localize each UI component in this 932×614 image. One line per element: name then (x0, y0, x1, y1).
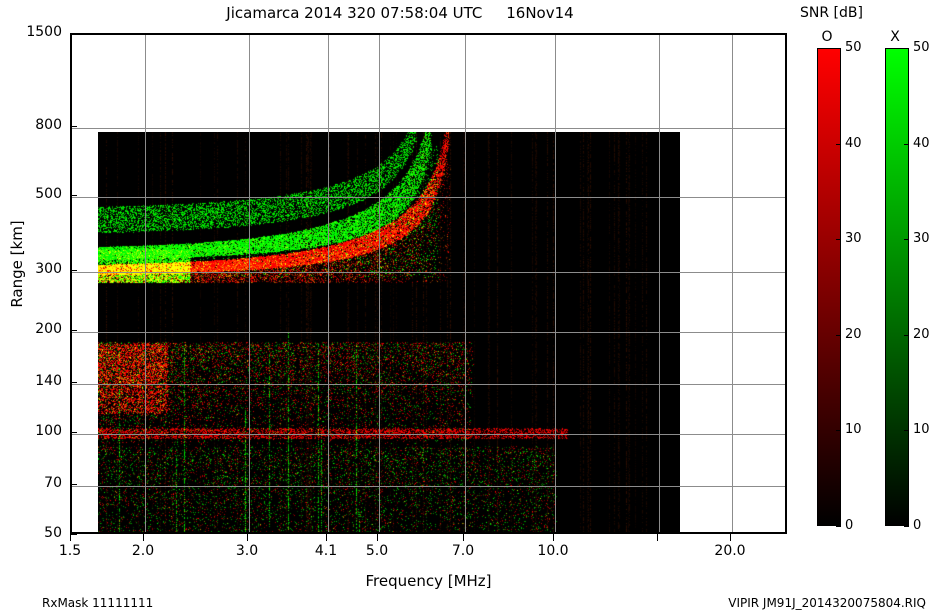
x-axis-tick (247, 534, 248, 541)
grid-line-vertical (555, 35, 556, 532)
colorbar-tick-label-x: 10 (913, 422, 930, 437)
plot-area (70, 33, 787, 534)
page-title: Jicamarca 2014 320 07:58:04 UTC 16Nov14 (226, 4, 574, 22)
colorbar-tick-label-x: 30 (913, 231, 930, 246)
y-axis-tick (70, 270, 77, 271)
grid-line-horizontal (72, 332, 785, 333)
y-axis-tick (70, 330, 77, 331)
colorbar-tick-o (836, 239, 841, 240)
colorbar-tick-o (836, 526, 841, 527)
grid-line-vertical (732, 35, 733, 532)
colorbar-tick-label-x: 20 (913, 327, 930, 342)
x-axis-tick-label: 7.0 (451, 543, 475, 559)
grid-line-vertical (249, 35, 250, 532)
grid-line-vertical (465, 35, 466, 532)
y-axis-tick (70, 195, 77, 196)
colorbar-tick-label-x: 0 (913, 518, 922, 533)
footer-rxmask: RxMask 11111111 (42, 596, 154, 610)
x-axis-tick (730, 534, 731, 541)
colorbar-tick-o (836, 48, 841, 49)
colorbar-tick-x (904, 526, 909, 527)
colorbar-tick-label-o: 20 (845, 327, 862, 342)
colorbar-tick-o (836, 144, 841, 145)
colorbar-tick-label-o: 10 (845, 422, 862, 437)
x-axis-tick-label: 10.0 (537, 543, 569, 559)
footer-file: VIPIR JM91J_2014320075804.RIQ (728, 596, 926, 610)
y-axis-tick-label: 1500 (26, 24, 62, 40)
x-axis-tick (143, 534, 144, 541)
x-axis-title: Frequency [MHz] (365, 572, 492, 590)
colorbar-tick-x (904, 430, 909, 431)
x-axis-tick-label: 1.5 (58, 543, 82, 559)
grid-line-horizontal (72, 272, 785, 273)
y-axis-tick (70, 126, 77, 127)
x-axis-tick-label: 4.1 (314, 543, 338, 559)
grid-line-horizontal (72, 486, 785, 487)
y-axis-tick-label: 200 (35, 321, 62, 337)
grid-line-vertical (145, 35, 146, 532)
x-axis-tick (377, 534, 378, 541)
colorbar-tick-label-x: 50 (913, 40, 930, 55)
colorbar-tick-label-o: 40 (845, 136, 862, 151)
x-axis-tick-label: 3.0 (235, 543, 259, 559)
grid-line-horizontal (72, 197, 785, 198)
colorbar-x-label: X (890, 29, 900, 45)
grid-line-vertical (328, 35, 329, 532)
y-axis-tick (70, 382, 77, 383)
y-axis-tick (70, 432, 77, 433)
colorbar-o (817, 48, 841, 526)
grid-line-horizontal (72, 128, 785, 129)
colorbar-tick-o (836, 430, 841, 431)
colorbar-o-label: O (821, 29, 833, 45)
colorbar-tick-x (904, 48, 909, 49)
grid-line-vertical (659, 35, 660, 532)
y-axis-tick-label: 500 (35, 186, 62, 202)
y-axis-tick (70, 484, 77, 485)
x-axis-tick-label: 2.0 (131, 543, 155, 559)
y-axis-tick-label: 800 (35, 117, 62, 133)
colorbar-x (885, 48, 909, 526)
y-axis-tick-label: 70 (44, 475, 62, 491)
colorbar-tick-label-x: 40 (913, 136, 930, 151)
x-axis-tick (553, 534, 554, 541)
y-axis-tick (70, 534, 77, 535)
colorbar-tick-o (836, 335, 841, 336)
colorbar-tick-label-o: 0 (845, 518, 854, 533)
x-axis-tick (326, 534, 327, 541)
y-axis-tick-label: 50 (44, 525, 62, 541)
colorbar-tick-x (904, 335, 909, 336)
x-axis-tick-label: 5.0 (365, 543, 389, 559)
x-axis-tick (70, 534, 71, 541)
grid-line-vertical (379, 35, 380, 532)
colorbar-tick-x (904, 239, 909, 240)
x-axis-tick-label: 20.0 (714, 543, 746, 559)
y-axis-tick-label: 300 (35, 261, 62, 277)
colorbar-tick-x (904, 144, 909, 145)
colorbar-tick-label-o: 30 (845, 231, 862, 246)
ionogram-data-canvas (98, 132, 680, 532)
y-axis-tick (70, 33, 77, 34)
y-axis-tick-label: 140 (35, 373, 62, 389)
x-axis-tick (463, 534, 464, 541)
grid-line-horizontal (72, 434, 785, 435)
y-axis-tick-label: 100 (35, 423, 62, 439)
colorbar-tick-label-o: 50 (845, 40, 862, 55)
colorbar-title: SNR [dB] (800, 5, 863, 21)
y-axis-title: Range [km] (8, 220, 26, 308)
x-axis-tick (657, 534, 658, 541)
grid-line-horizontal (72, 384, 785, 385)
